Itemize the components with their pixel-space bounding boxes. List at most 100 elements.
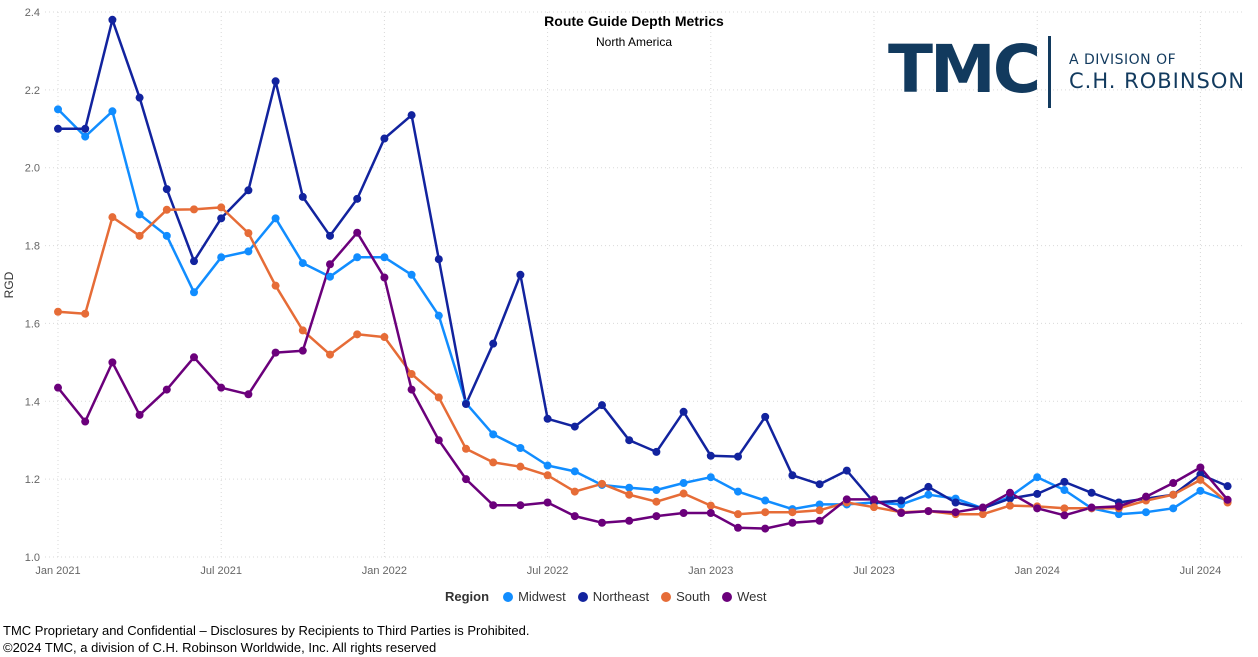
data-point-south	[462, 444, 470, 453]
data-point-west	[108, 358, 117, 367]
y-tick-label: 1.6	[25, 318, 40, 330]
data-point-midwest	[570, 467, 579, 476]
data-point-midwest	[652, 486, 661, 495]
data-point-midwest	[217, 253, 226, 262]
data-point-northeast	[81, 124, 90, 133]
data-point-south	[353, 330, 362, 339]
data-point-midwest	[1114, 510, 1123, 519]
chart-legend: Region Midwest Northeast South West	[445, 589, 779, 604]
data-point-west	[897, 509, 906, 518]
data-point-northeast	[353, 194, 362, 203]
data-point-northeast	[1087, 488, 1096, 497]
legend-marker-northeast	[577, 591, 588, 602]
data-point-west	[734, 523, 742, 532]
data-point-west	[870, 495, 878, 504]
logo-division-text: A DIVISION OF	[1069, 52, 1177, 68]
data-point-south	[734, 510, 742, 519]
series-lines	[57, 18, 1229, 530]
data-point-west	[434, 436, 443, 445]
data-point-south	[54, 307, 62, 316]
data-point-south	[108, 213, 117, 222]
legend-marker-west	[722, 591, 733, 602]
data-point-west	[1223, 495, 1232, 504]
legend-title: Region	[445, 589, 490, 604]
data-point-midwest	[924, 490, 933, 499]
data-point-south	[190, 205, 198, 214]
data-point-west	[924, 507, 933, 516]
data-point-midwest	[81, 132, 90, 141]
data-point-midwest	[162, 231, 171, 240]
data-point-west	[516, 501, 525, 510]
data-point-south	[326, 350, 334, 359]
data-point-west	[1142, 492, 1150, 501]
data-point-midwest	[734, 487, 742, 496]
data-point-northeast	[271, 77, 280, 86]
data-point-west	[326, 260, 334, 269]
legend-label-west: West	[737, 589, 767, 604]
data-point-northeast	[190, 257, 198, 266]
data-point-south	[271, 281, 280, 290]
data-point-west	[570, 512, 579, 521]
data-point-south	[761, 508, 770, 517]
data-point-northeast	[54, 124, 62, 133]
data-point-midwest	[1196, 486, 1205, 495]
legend-label-northeast: Northeast	[592, 589, 650, 604]
data-point-west	[54, 383, 62, 392]
data-point-south	[217, 203, 226, 212]
data-point-south	[706, 501, 715, 510]
chart-subtitle: North America	[595, 35, 673, 49]
data-point-northeast	[1033, 489, 1042, 498]
data-point-south	[1006, 501, 1014, 510]
x-tick-label: Jul 2024	[1180, 565, 1222, 577]
data-point-midwest	[298, 259, 307, 268]
data-point-northeast	[897, 496, 906, 505]
data-point-west	[788, 518, 797, 527]
data-point-west	[407, 385, 416, 394]
y-tick-label: 1.0	[25, 552, 40, 564]
data-point-northeast	[407, 111, 416, 120]
legend-item-west[interactable]: West	[722, 589, 767, 604]
series-line-west	[57, 231, 1229, 530]
data-point-west	[1087, 503, 1096, 512]
data-point-south	[1060, 504, 1069, 513]
footer-confidential: TMC Proprietary and Confidential – Discl…	[3, 623, 530, 638]
y-tick-label: 2.4	[25, 7, 40, 19]
data-point-west	[162, 385, 171, 394]
data-point-west	[135, 410, 144, 419]
data-point-northeast	[298, 192, 307, 201]
data-point-northeast	[734, 452, 742, 461]
legend-item-south[interactable]: South	[661, 589, 710, 604]
legend-item-northeast[interactable]: Northeast	[577, 589, 650, 604]
series-line-midwest	[57, 108, 1229, 516]
data-point-midwest	[1033, 473, 1042, 482]
data-point-west	[815, 516, 824, 525]
data-point-northeast	[108, 15, 117, 24]
x-tick-label: Jul 2022	[527, 565, 569, 577]
data-point-northeast	[570, 422, 579, 431]
data-point-south	[1169, 490, 1178, 499]
data-point-south	[244, 229, 253, 238]
data-point-west	[978, 503, 987, 512]
data-point-west	[489, 501, 498, 510]
data-point-northeast	[761, 412, 770, 421]
data-point-northeast	[1223, 482, 1232, 491]
data-point-south	[489, 458, 498, 467]
data-point-midwest	[761, 496, 770, 505]
data-point-west	[625, 516, 634, 525]
data-point-midwest	[353, 253, 362, 262]
x-tick-label: Jan 2024	[1015, 565, 1060, 577]
data-point-west	[652, 512, 661, 521]
footer-copyright: ©2024 TMC, a division of C.H. Robinson W…	[3, 640, 437, 655]
data-point-northeast	[326, 231, 334, 240]
logo-divider	[1048, 36, 1051, 108]
data-point-northeast	[598, 401, 606, 410]
data-point-west	[1169, 479, 1178, 488]
data-point-south	[788, 508, 797, 517]
data-point-west	[1114, 502, 1123, 511]
data-point-midwest	[1142, 508, 1150, 517]
logo-wordmark: TMC	[888, 31, 1041, 108]
data-point-west	[244, 390, 253, 399]
x-tick-label: Jul 2023	[853, 565, 895, 577]
legend-item-midwest[interactable]: Midwest	[503, 589, 566, 604]
data-point-south	[543, 471, 552, 480]
